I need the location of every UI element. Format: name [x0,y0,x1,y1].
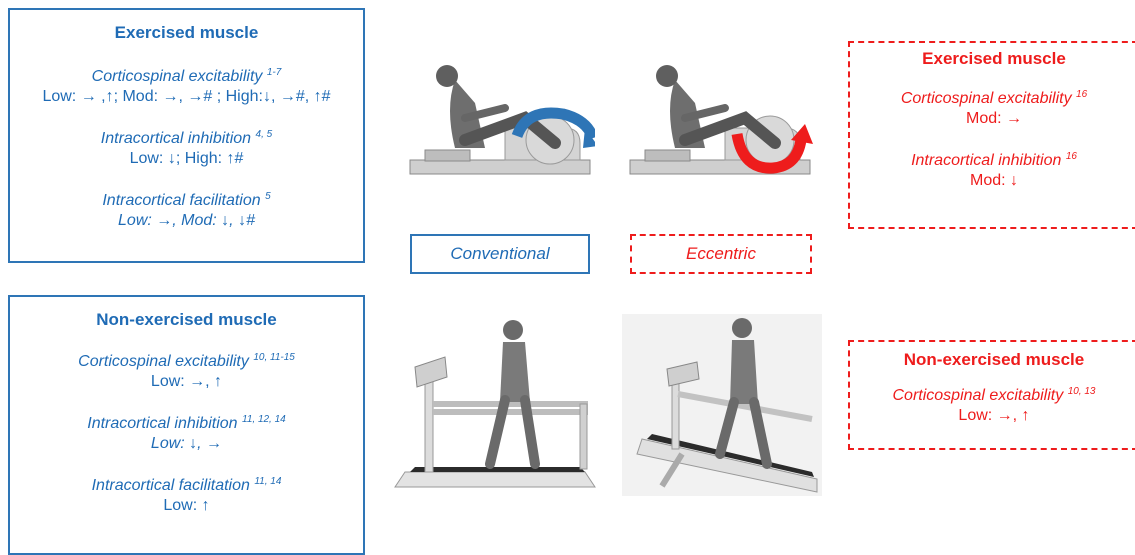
reference-sup: 1-7 [266,67,282,78]
reference-sup: 10, 13 [1067,386,1096,397]
measure-name: Corticospinal excitability [78,353,249,370]
reference-sup: 16 [1065,151,1077,162]
recumbent-cycle-conventional-illustration [409,65,595,175]
reference-sup: 4, 5 [255,129,273,140]
recumbent-cycle-eccentric-illustration [629,65,813,175]
measure-name: Intracortical facilitation [102,192,261,209]
measure-value: Mod: → [965,110,1022,127]
box-title: Exercised muscle [922,49,1066,68]
reference-sup: 5 [265,191,271,202]
treadmill-walking-conventional-illustration [394,320,596,488]
box-title: Exercised muscle [114,23,259,42]
reference-sup: 11, 14 [254,476,282,487]
measure-name: Intracortical inhibition [911,152,1062,169]
measure-name: Intracortical inhibition [87,415,238,432]
corticospinal-excitability-group: Corticospinal excitability 10, 11-15 Low… [10,352,363,392]
measure-value: Low: ↑ [163,497,210,514]
intracortical-facilitation-group: Intracortical facilitation 5 Low: →, Mod… [10,191,363,231]
intracortical-inhibition-group: Intracortical inhibition 16 Mod: ↓ [850,151,1135,191]
corticospinal-excitability-group: Corticospinal excitability 10, 13 Low: →… [850,386,1135,426]
conventional-nonexercised-muscle-box: Non-exercised muscle Corticospinal excit… [8,295,365,555]
intracortical-inhibition-group: Intracortical inhibition 11, 12, 14 Low:… [10,414,363,454]
intracortical-facilitation-group: Intracortical facilitation 11, 14 Low: ↑ [10,476,363,516]
measure-name: Corticospinal excitability [91,68,263,85]
conventional-label: Conventional [410,234,590,274]
corticospinal-excitability-group: Corticospinal excitability 16 Mod: → [850,89,1135,129]
measure-value: Low: →, ↑ [958,407,1030,424]
measure-name: Corticospinal excitability [900,90,1072,107]
measure-value: Mod: ↓ [969,172,1018,189]
box-title: Non-exercised muscle [96,310,277,329]
measure-value: Low: ↓; High: ↑# [129,150,244,167]
eccentric-nonexercised-muscle-box: Non-exercised muscle Corticospinal excit… [848,340,1135,450]
measure-name: Corticospinal excitability [892,387,1064,404]
reference-sup: 16 [1076,89,1088,100]
eccentric-label: Eccentric [630,234,812,274]
measure-name: Intracortical inhibition [100,130,252,147]
measure-value: Low: ↓, → [150,435,223,452]
corticospinal-excitability-group: Corticospinal excitability 1-7 Low: → ,↑… [10,67,363,107]
eccentric-exercised-muscle-box: Exercised muscle Corticospinal excitabil… [848,41,1135,229]
measure-value: Low: →, Mod: ↓, ↓# [118,212,255,229]
measure-value: Low: →, ↑ [150,373,223,390]
reference-sup: 11, 12, 14 [242,414,286,425]
reference-sup: 10, 11-15 [253,352,295,363]
box-title: Non-exercised muscle [903,350,1085,369]
intracortical-inhibition-group: Intracortical inhibition 4, 5 Low: ↓; Hi… [10,129,363,169]
treadmill-walking-downhill-illustration [622,314,822,496]
conventional-exercised-muscle-box: Exercised muscle Corticospinal excitabil… [8,8,365,263]
measure-value: Low: → ,↑; Mod: →, →# ; High:↓, →#, ↑# [42,88,331,105]
measure-name: Intracortical facilitation [91,477,250,494]
